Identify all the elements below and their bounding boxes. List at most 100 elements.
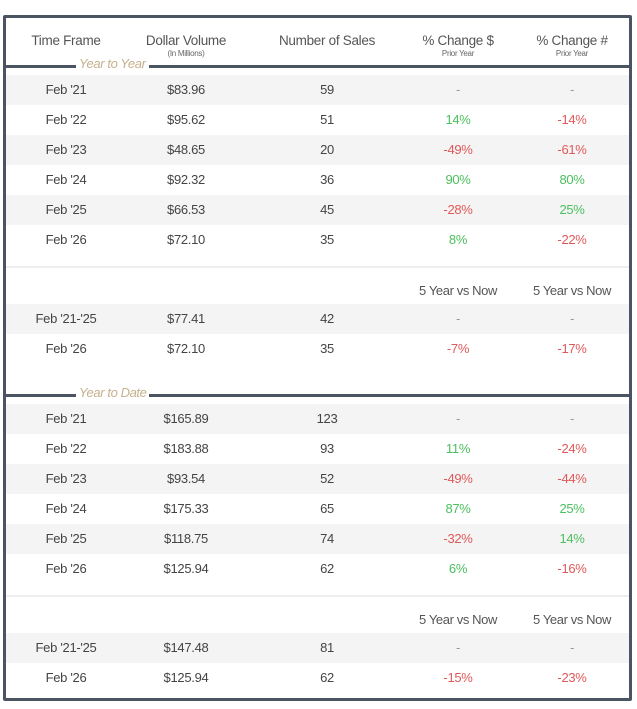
change-count-cell: -61% (557, 142, 587, 157)
five-year-header-row: 5 Year vs Now 5 Year vs Now (6, 607, 629, 633)
col-header-pct-change-count: % Change # Prior Year (517, 18, 627, 68)
change-dollar-cell: - (455, 311, 461, 326)
change-dollar-cell: -7% (446, 341, 470, 356)
section-divider (6, 65, 629, 68)
change-dollar-cell: -32% (443, 531, 473, 546)
market-stats-table: Time Frame Dollar Volume (In Millions) N… (3, 15, 632, 701)
table-row: Feb '21 $83.96 59 - - (6, 75, 629, 105)
subsection-divider (6, 266, 629, 268)
change-count-cell: - (569, 311, 575, 326)
period-cell: Feb '23 (45, 142, 87, 157)
change-dollar-cell: -49% (443, 471, 473, 486)
sales-cell: 123 (316, 411, 338, 426)
col-header-time-frame: Time Frame (11, 18, 121, 68)
change-count-cell: 25% (559, 501, 585, 516)
period-cell: Feb '22 (45, 112, 87, 127)
period-cell: Feb '25 (45, 202, 87, 217)
period-cell: Feb '23 (45, 471, 87, 486)
change-dollar-cell: - (455, 411, 461, 426)
section-label: Year to Year (76, 56, 149, 71)
volume-cell: $95.62 (167, 112, 205, 127)
table-row: Feb '22 $95.62 51 14% -14% (6, 105, 629, 135)
change-count-cell: 80% (559, 172, 585, 187)
change-count-cell: - (569, 411, 575, 426)
volume-cell: $66.53 (167, 202, 205, 217)
change-dollar-cell: - (455, 640, 461, 655)
five-year-row: Feb '26 $125.94 62 -15% -23% (6, 663, 629, 693)
table-row: Feb '26 $125.94 62 6% -16% (6, 554, 629, 584)
col-header-number-of-sales: Number of Sales (262, 18, 392, 68)
col-header-label: Number of Sales (278, 33, 376, 48)
change-count-cell: -16% (557, 561, 587, 576)
change-dollar-cell: - (455, 82, 461, 97)
change-count-cell: -23% (557, 670, 587, 685)
table-row: Feb '25 $66.53 45 -28% 25% (6, 195, 629, 225)
change-dollar-cell: -15% (443, 670, 473, 685)
change-dollar-cell: 90% (445, 172, 471, 187)
change-count-cell: -22% (557, 232, 587, 247)
table-row: Feb '22 $183.88 93 11% -24% (6, 434, 629, 464)
change-dollar-cell: 14% (445, 112, 471, 127)
subsection-divider (6, 595, 629, 597)
period-cell: Feb '26 (45, 232, 87, 247)
change-count-cell: 25% (559, 202, 585, 217)
change-count-cell: -14% (557, 112, 587, 127)
five-year-label-count: 5 Year vs Now (533, 612, 611, 627)
col-header-label: % Change $ (422, 33, 494, 48)
col-header-label: Dollar Volume (145, 33, 227, 48)
volume-cell: $125.94 (163, 561, 209, 576)
change-count-cell: - (569, 82, 575, 97)
five-year-row: Feb '21-'25 $77.41 42 - - (6, 304, 629, 334)
clipped-footer-text (0, 700, 637, 709)
volume-cell: $165.89 (163, 411, 209, 426)
sales-cell: 62 (320, 670, 334, 685)
five-year-header-row: 5 Year vs Now 5 Year vs Now (6, 278, 629, 304)
volume-cell: $48.65 (167, 142, 205, 157)
period-cell: Feb '25 (45, 531, 87, 546)
volume-cell: $175.33 (163, 501, 209, 516)
period-cell: Feb '26 (45, 341, 87, 356)
section-label: Year to Date (76, 385, 150, 400)
change-dollar-cell: 8% (448, 232, 468, 247)
table-row: Feb '24 $175.33 65 87% 25% (6, 494, 629, 524)
change-count-cell: - (569, 640, 575, 655)
period-cell: Feb '26 (45, 670, 87, 685)
section-divider (6, 394, 629, 397)
period-cell: Feb '21 (45, 411, 87, 426)
sales-cell: 52 (320, 471, 334, 486)
sales-cell: 59 (320, 82, 334, 97)
col-header-sublabel: Prior Year (555, 49, 589, 58)
table-row: Feb '25 $118.75 74 -32% 14% (6, 524, 629, 554)
period-cell: Feb '21 (45, 82, 87, 97)
sales-cell: 74 (320, 531, 334, 546)
sales-cell: 36 (320, 172, 334, 187)
table-row: Feb '26 $72.10 35 8% -22% (6, 225, 629, 255)
change-count-cell: -24% (557, 441, 587, 456)
period-cell: Feb '21-'25 (35, 640, 97, 655)
volume-cell: $72.10 (167, 341, 205, 356)
change-count-cell: -44% (557, 471, 587, 486)
volume-cell: $183.88 (163, 441, 209, 456)
sales-cell: 35 (320, 341, 334, 356)
change-dollar-cell: 87% (445, 501, 471, 516)
sales-cell: 62 (320, 561, 334, 576)
col-header-label: % Change # (536, 33, 608, 48)
period-cell: Feb '21-'25 (35, 311, 97, 326)
table-row: Feb '23 $48.65 20 -49% -61% (6, 135, 629, 165)
col-header-label: Time Frame (31, 33, 101, 48)
sales-cell: 20 (320, 142, 334, 157)
volume-cell: $147.48 (163, 640, 209, 655)
five-year-label-dollar: 5 Year vs Now (419, 283, 497, 298)
five-year-label-count: 5 Year vs Now (533, 283, 611, 298)
col-header-pct-change-dollar: % Change $ Prior Year (403, 18, 513, 68)
table-row: Feb '24 $92.32 36 90% 80% (6, 165, 629, 195)
sales-cell: 93 (320, 441, 334, 456)
period-cell: Feb '24 (45, 172, 87, 187)
change-count-cell: 14% (559, 531, 585, 546)
volume-cell: $77.41 (167, 311, 205, 326)
sales-cell: 51 (320, 112, 334, 127)
sales-cell: 42 (320, 311, 334, 326)
volume-cell: $72.10 (167, 232, 205, 247)
col-header-sublabel: Prior Year (441, 49, 475, 58)
